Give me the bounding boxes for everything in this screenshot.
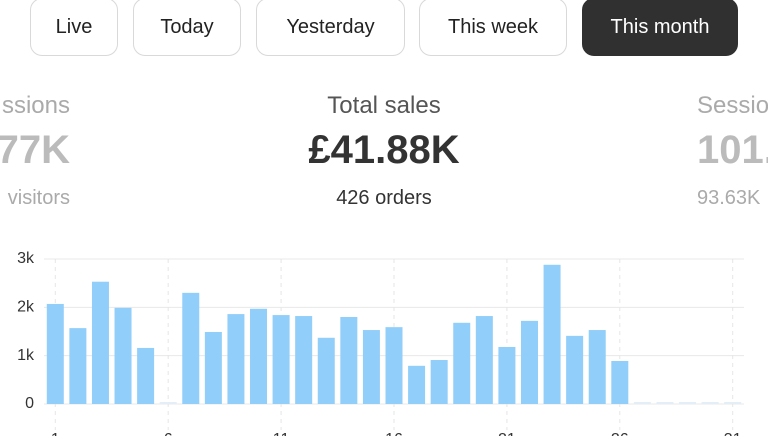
bar	[701, 402, 719, 404]
bar	[159, 402, 177, 404]
tab[interactable]: Today	[133, 0, 241, 56]
bar	[114, 307, 132, 404]
bar	[588, 330, 606, 404]
metric-sub: 93.63K	[697, 187, 761, 209]
tab-active[interactable]: This month	[582, 0, 738, 56]
bar	[295, 316, 313, 404]
bar	[520, 320, 538, 404]
bar	[453, 322, 471, 404]
bar	[385, 327, 403, 404]
bar	[656, 402, 674, 404]
bar	[182, 292, 200, 404]
y-tick-label: 1k	[17, 347, 35, 364]
tab[interactable]: Live	[30, 0, 118, 56]
bar	[566, 335, 584, 404]
metric-label: ssions	[1, 92, 70, 119]
bar	[250, 308, 268, 404]
y-tick-label: 0	[25, 395, 34, 412]
bar	[362, 330, 380, 404]
bar	[340, 317, 358, 404]
metric-value: 77K	[0, 128, 70, 172]
bar	[317, 337, 335, 404]
metric-sub: 426 orders	[336, 187, 432, 209]
tab[interactable]: This week	[419, 0, 567, 56]
bar	[679, 402, 697, 404]
metric-value: £41.88K	[308, 128, 460, 172]
metric-value: 101.	[697, 128, 768, 172]
x-tick-label: 11	[273, 431, 290, 436]
bar	[633, 402, 651, 404]
metric-label: Session	[697, 92, 768, 119]
bar	[272, 315, 290, 404]
x-tick-label: 6	[164, 431, 173, 436]
y-tick-label: 2k	[17, 299, 35, 316]
bar	[543, 264, 561, 404]
x-tick-label: 16	[385, 431, 403, 436]
bar	[408, 365, 426, 404]
x-tick-label: 21	[498, 431, 516, 436]
bar	[498, 346, 516, 404]
tab[interactable]: Yesterday	[256, 0, 405, 56]
x-tick-label: 1	[51, 431, 60, 436]
bar	[475, 316, 493, 404]
bar	[611, 360, 629, 404]
bar	[69, 328, 87, 404]
x-tick-label: 26	[611, 431, 629, 436]
bar	[137, 347, 155, 404]
bar	[91, 281, 109, 404]
metric-sub: visitors	[7, 187, 70, 209]
x-tick-label: 31	[724, 431, 742, 436]
bar	[204, 331, 222, 404]
y-tick-label: 3k	[17, 250, 35, 267]
metric-label: Total sales	[327, 92, 441, 119]
bar	[227, 314, 245, 404]
bar	[46, 303, 64, 404]
bar	[430, 360, 448, 404]
bar	[724, 402, 742, 404]
